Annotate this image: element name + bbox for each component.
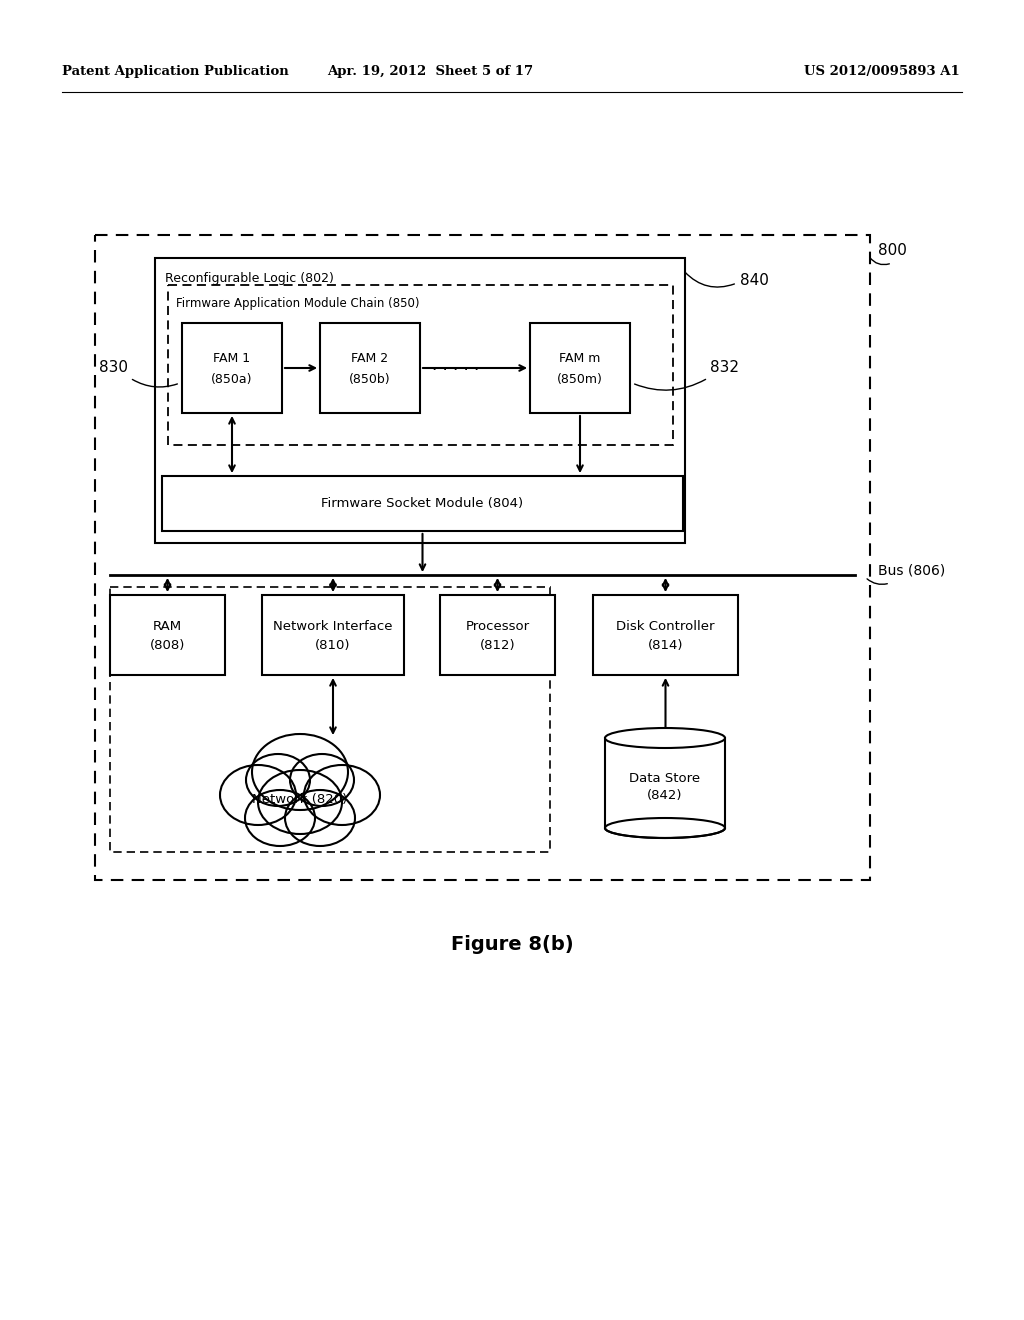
- Text: Patent Application Publication: Patent Application Publication: [62, 66, 289, 78]
- Ellipse shape: [258, 770, 342, 834]
- Text: (810): (810): [315, 639, 351, 652]
- Ellipse shape: [304, 766, 380, 825]
- Text: (842): (842): [647, 789, 683, 803]
- Text: 840: 840: [740, 273, 769, 288]
- Bar: [168, 285, 673, 445]
- Ellipse shape: [220, 766, 296, 825]
- Bar: [162, 477, 683, 531]
- Text: 832: 832: [710, 360, 739, 375]
- Text: FAM m: FAM m: [559, 351, 601, 364]
- Ellipse shape: [285, 789, 355, 846]
- Text: Bus (806): Bus (806): [878, 564, 945, 577]
- Bar: [605, 738, 725, 828]
- Text: US 2012/0095893 A1: US 2012/0095893 A1: [804, 66, 961, 78]
- Text: Network Interface: Network Interface: [273, 619, 393, 632]
- Ellipse shape: [252, 734, 348, 810]
- Text: FAM 2: FAM 2: [351, 351, 388, 364]
- Text: 830: 830: [99, 360, 128, 375]
- Text: (812): (812): [479, 639, 515, 652]
- Text: Figure 8(b): Figure 8(b): [451, 936, 573, 954]
- Ellipse shape: [246, 754, 310, 807]
- Text: (808): (808): [150, 639, 185, 652]
- Ellipse shape: [605, 818, 725, 838]
- Bar: [440, 595, 555, 675]
- Bar: [155, 257, 685, 543]
- Text: Firmware Socket Module (804): Firmware Socket Module (804): [322, 498, 523, 510]
- Bar: [110, 587, 550, 851]
- Bar: [319, 323, 420, 413]
- Ellipse shape: [290, 754, 354, 807]
- Text: RAM: RAM: [153, 619, 182, 632]
- Text: (850m): (850m): [557, 374, 603, 387]
- Text: (814): (814): [648, 639, 683, 652]
- Text: Reconfigurable Logic (802): Reconfigurable Logic (802): [165, 272, 334, 285]
- Bar: [593, 595, 738, 675]
- Ellipse shape: [245, 789, 315, 846]
- Bar: [262, 595, 404, 675]
- Text: Firmware Application Module Chain (850): Firmware Application Module Chain (850): [176, 297, 420, 310]
- Text: · · · · ·: · · · · ·: [432, 360, 479, 379]
- Text: (850a): (850a): [211, 374, 253, 387]
- Text: Disk Controller: Disk Controller: [616, 619, 715, 632]
- Bar: [95, 235, 870, 880]
- Ellipse shape: [605, 729, 725, 748]
- Text: Data Store: Data Store: [630, 771, 700, 784]
- Text: Apr. 19, 2012  Sheet 5 of 17: Apr. 19, 2012 Sheet 5 of 17: [327, 66, 534, 78]
- Text: 800: 800: [878, 243, 907, 257]
- Text: Processor: Processor: [466, 619, 529, 632]
- Text: (850b): (850b): [349, 374, 391, 387]
- Bar: [110, 595, 225, 675]
- Bar: [182, 323, 282, 413]
- Bar: [530, 323, 630, 413]
- Text: Network (820): Network (820): [252, 793, 347, 807]
- Text: FAM 1: FAM 1: [213, 351, 251, 364]
